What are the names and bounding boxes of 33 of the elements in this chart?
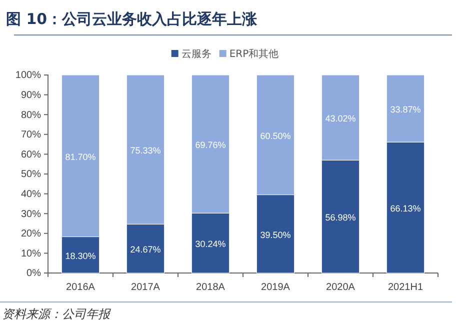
data-label: 69.76% (195, 140, 226, 150)
data-label: 18.30% (65, 250, 96, 261)
y-tick-label: 60% (20, 149, 42, 160)
x-tick-label: 2018A (196, 282, 226, 294)
data-label: 56.98% (325, 212, 356, 223)
data-label: 43.02% (325, 114, 356, 124)
data-label: 33.87% (390, 104, 421, 115)
legend-label: 云服务 (181, 48, 212, 60)
data-label: 60.50% (260, 130, 291, 141)
y-tick-label: 80% (20, 110, 42, 121)
x-tick-label: 2017A (131, 282, 160, 294)
chart-title: 图 10：公司云业务收入占比逐年上涨 (6, 10, 258, 28)
data-label: 66.13% (390, 204, 421, 214)
y-tick-label: 30% (20, 208, 42, 220)
x-tick-label: 2021H1 (388, 282, 424, 294)
y-tick-label: 90% (20, 90, 42, 101)
x-tick-label: 2019A (261, 282, 290, 294)
data-label: 30.24% (195, 239, 226, 250)
y-tick-label: 50% (20, 169, 42, 180)
data-label: 81.70% (65, 152, 96, 162)
y-tick-label: 10% (20, 248, 42, 260)
y-tick-label: 0% (26, 268, 42, 280)
data-label: 39.50% (260, 230, 291, 240)
y-tick-label: 70% (20, 130, 42, 141)
legend-label: ERP和其他 (229, 48, 279, 60)
y-tick-label: 40% (20, 189, 42, 200)
x-tick-label: 2016A (66, 282, 96, 294)
data-label: 24.67% (130, 244, 161, 255)
text: 资料来源：公司年报 (2, 307, 111, 321)
x-tick-label: 2020A (326, 282, 356, 294)
y-tick-label: 20% (20, 228, 42, 240)
data-label: 75.33% (130, 146, 161, 156)
y-tick-label: 100% (15, 70, 42, 82)
